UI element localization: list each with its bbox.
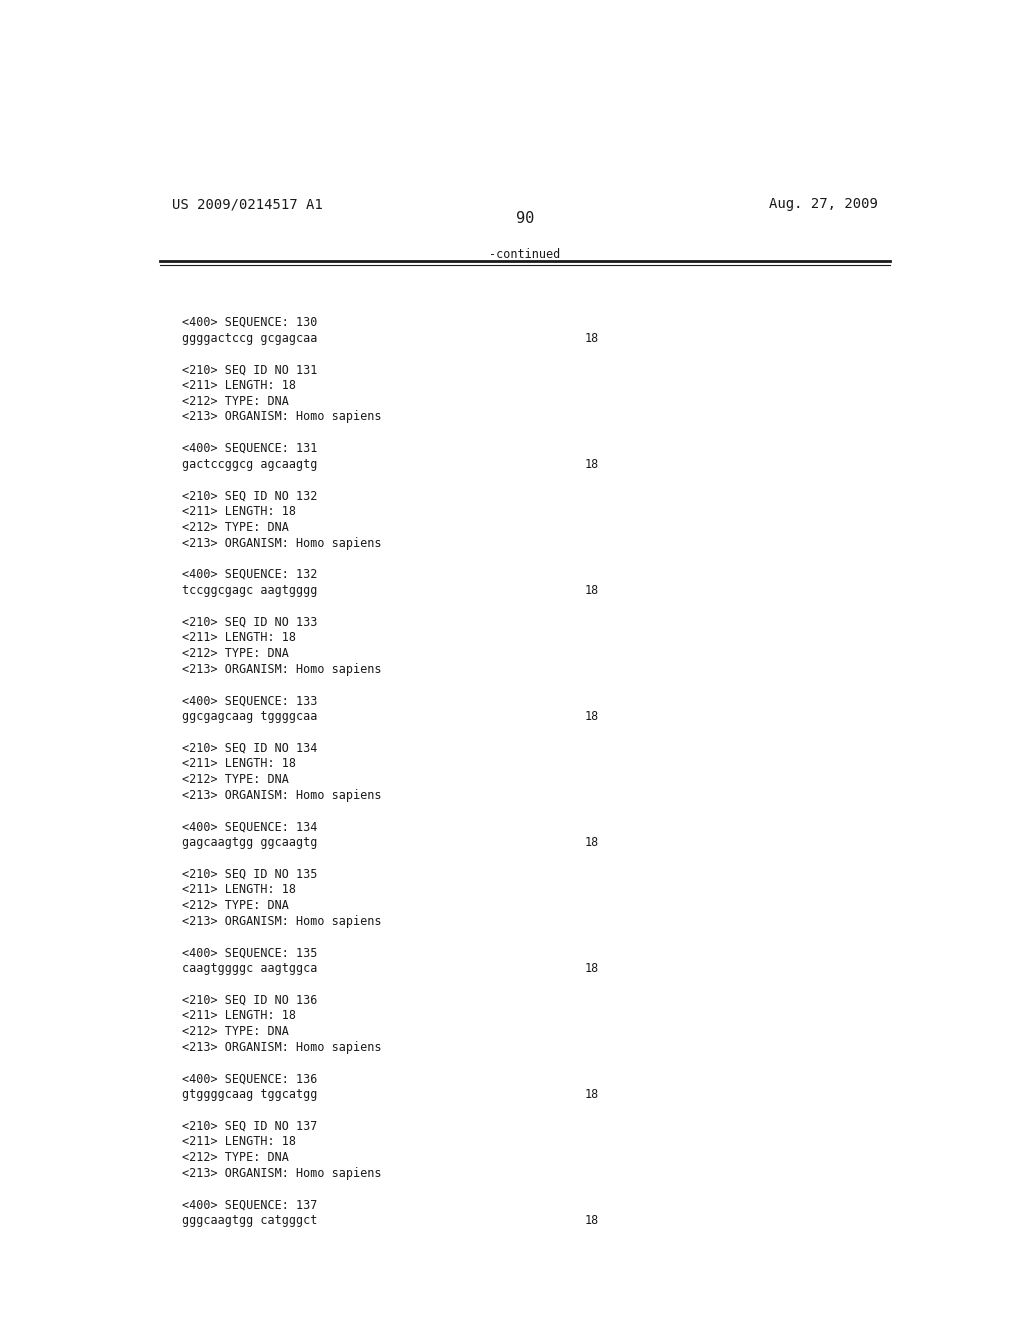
Text: <212> TYPE: DNA: <212> TYPE: DNA <box>182 899 289 912</box>
Text: <400> SEQUENCE: 130: <400> SEQUENCE: 130 <box>182 315 317 329</box>
Text: <213> ORGANISM: Homo sapiens: <213> ORGANISM: Homo sapiens <box>182 1167 382 1180</box>
Text: 18: 18 <box>585 710 599 723</box>
Text: <211> LENGTH: 18: <211> LENGTH: 18 <box>182 631 296 644</box>
Text: 18: 18 <box>585 458 599 471</box>
Text: <400> SEQUENCE: 136: <400> SEQUENCE: 136 <box>182 1072 317 1085</box>
Text: 90: 90 <box>516 211 534 226</box>
Text: <210> SEQ ID NO 133: <210> SEQ ID NO 133 <box>182 615 317 628</box>
Text: <211> LENGTH: 18: <211> LENGTH: 18 <box>182 758 296 770</box>
Text: 18: 18 <box>585 331 599 345</box>
Text: <400> SEQUENCE: 132: <400> SEQUENCE: 132 <box>182 568 317 581</box>
Text: <213> ORGANISM: Homo sapiens: <213> ORGANISM: Homo sapiens <box>182 411 382 424</box>
Text: gactccggcg agcaagtg: gactccggcg agcaagtg <box>182 458 317 471</box>
Text: <213> ORGANISM: Homo sapiens: <213> ORGANISM: Homo sapiens <box>182 1040 382 1053</box>
Text: <212> TYPE: DNA: <212> TYPE: DNA <box>182 647 289 660</box>
Text: <400> SEQUENCE: 134: <400> SEQUENCE: 134 <box>182 820 317 833</box>
Text: <210> SEQ ID NO 134: <210> SEQ ID NO 134 <box>182 742 317 754</box>
Text: 18: 18 <box>585 1214 599 1226</box>
Text: <213> ORGANISM: Homo sapiens: <213> ORGANISM: Homo sapiens <box>182 915 382 928</box>
Text: <210> SEQ ID NO 136: <210> SEQ ID NO 136 <box>182 994 317 1006</box>
Text: <212> TYPE: DNA: <212> TYPE: DNA <box>182 1151 289 1164</box>
Text: <213> ORGANISM: Homo sapiens: <213> ORGANISM: Homo sapiens <box>182 663 382 676</box>
Text: caagtggggc aagtggca: caagtggggc aagtggca <box>182 962 317 975</box>
Text: gtggggcaag tggcatgg: gtggggcaag tggcatgg <box>182 1088 317 1101</box>
Text: Aug. 27, 2009: Aug. 27, 2009 <box>769 197 878 211</box>
Text: 18: 18 <box>585 583 599 597</box>
Text: <210> SEQ ID NO 135: <210> SEQ ID NO 135 <box>182 867 317 880</box>
Text: <210> SEQ ID NO 131: <210> SEQ ID NO 131 <box>182 363 317 376</box>
Text: <212> TYPE: DNA: <212> TYPE: DNA <box>182 395 289 408</box>
Text: 18: 18 <box>585 1088 599 1101</box>
Text: <210> SEQ ID NO 137: <210> SEQ ID NO 137 <box>182 1119 317 1133</box>
Text: gagcaagtgg ggcaagtg: gagcaagtgg ggcaagtg <box>182 836 317 849</box>
Text: <400> SEQUENCE: 131: <400> SEQUENCE: 131 <box>182 442 317 455</box>
Text: <400> SEQUENCE: 133: <400> SEQUENCE: 133 <box>182 694 317 708</box>
Text: <212> TYPE: DNA: <212> TYPE: DNA <box>182 521 289 533</box>
Text: ggcgagcaag tggggcaa: ggcgagcaag tggggcaa <box>182 710 317 723</box>
Text: 18: 18 <box>585 962 599 975</box>
Text: <211> LENGTH: 18: <211> LENGTH: 18 <box>182 1135 296 1148</box>
Text: <400> SEQUENCE: 135: <400> SEQUENCE: 135 <box>182 946 317 960</box>
Text: -continued: -continued <box>489 248 560 261</box>
Text: ggggactccg gcgagcaa: ggggactccg gcgagcaa <box>182 331 317 345</box>
Text: <212> TYPE: DNA: <212> TYPE: DNA <box>182 772 289 785</box>
Text: US 2009/0214517 A1: US 2009/0214517 A1 <box>172 197 323 211</box>
Text: <213> ORGANISM: Homo sapiens: <213> ORGANISM: Homo sapiens <box>182 788 382 801</box>
Text: <400> SEQUENCE: 137: <400> SEQUENCE: 137 <box>182 1199 317 1212</box>
Text: <211> LENGTH: 18: <211> LENGTH: 18 <box>182 1008 296 1022</box>
Text: gggcaagtgg catgggct: gggcaagtgg catgggct <box>182 1214 317 1226</box>
Text: <211> LENGTH: 18: <211> LENGTH: 18 <box>182 883 296 896</box>
Text: <213> ORGANISM: Homo sapiens: <213> ORGANISM: Homo sapiens <box>182 536 382 549</box>
Text: <212> TYPE: DNA: <212> TYPE: DNA <box>182 1024 289 1038</box>
Text: <211> LENGTH: 18: <211> LENGTH: 18 <box>182 506 296 517</box>
Text: <211> LENGTH: 18: <211> LENGTH: 18 <box>182 379 296 392</box>
Text: <210> SEQ ID NO 132: <210> SEQ ID NO 132 <box>182 490 317 502</box>
Text: tccggcgagc aagtgggg: tccggcgagc aagtgggg <box>182 583 317 597</box>
Text: 18: 18 <box>585 836 599 849</box>
